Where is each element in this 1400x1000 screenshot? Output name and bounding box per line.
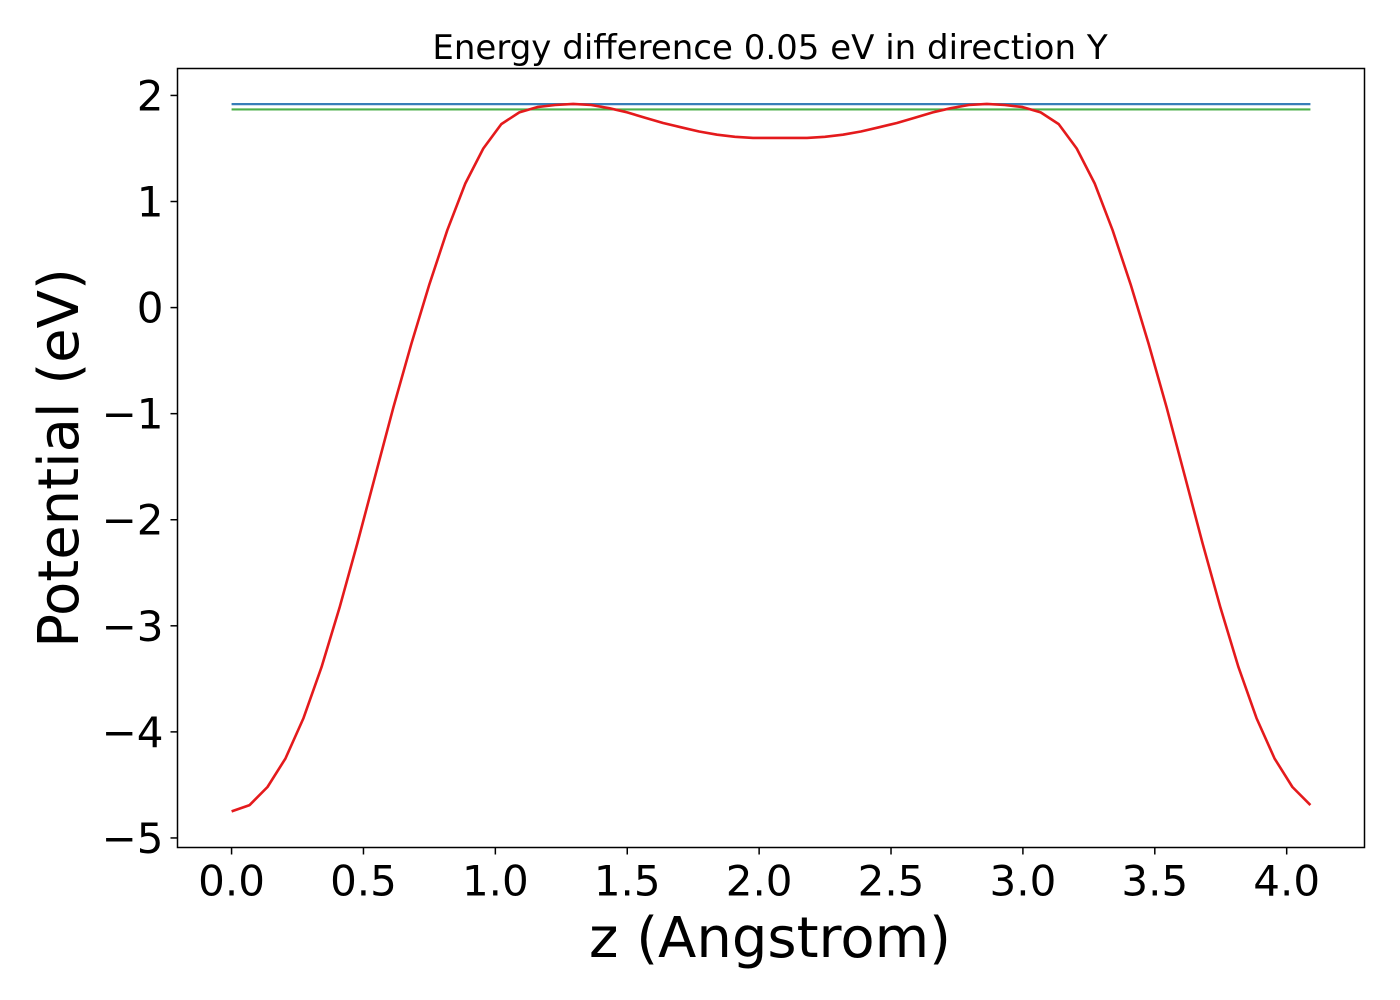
- x-tick-label: 0.5: [330, 857, 397, 906]
- y-tick-label: −1: [102, 390, 164, 439]
- y-tick-label: 2: [137, 71, 164, 120]
- y-tick-label: −5: [102, 814, 164, 863]
- x-tick-label: 2.0: [726, 857, 793, 906]
- y-tick-label: −3: [102, 602, 164, 651]
- chart-title: Energy difference 0.05 eV in direction Y: [432, 28, 1107, 68]
- plot-frame: [176, 67, 1366, 849]
- y-axis-label: Potential (eV): [27, 268, 92, 648]
- potential-line: [231, 102, 1312, 813]
- y-tick-label: −2: [102, 496, 164, 545]
- x-tick-label: 4.0: [1253, 857, 1320, 906]
- x-tick-label: 3.0: [990, 857, 1057, 906]
- x-tick-label: 1.0: [462, 857, 529, 906]
- x-tick-label: 3.5: [1121, 857, 1188, 906]
- x-tick-label: 2.5: [858, 857, 925, 906]
- x-tick-label: 0.0: [198, 857, 265, 906]
- y-tick-label: −4: [102, 708, 164, 757]
- x-tick-label: 1.5: [594, 857, 661, 906]
- y-tick-label: 0: [137, 284, 164, 333]
- y-tick-label: 1: [137, 178, 164, 227]
- x-axis-label: z (Angstrom): [589, 906, 951, 971]
